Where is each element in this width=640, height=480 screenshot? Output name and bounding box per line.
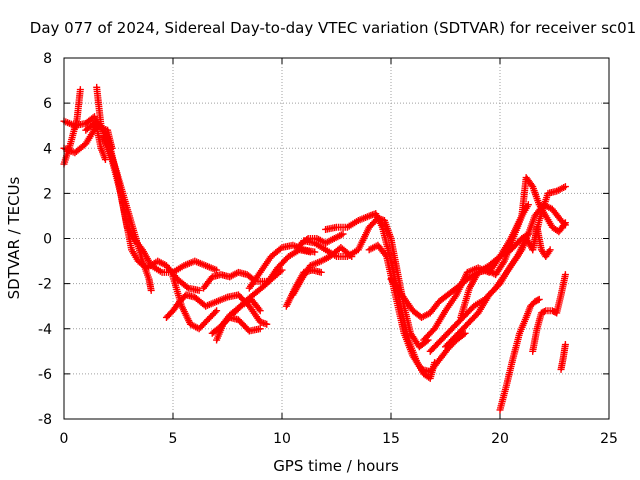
data-point bbox=[101, 156, 109, 164]
chart-title: Day 077 of 2024, Sidereal Day-to-day VTE… bbox=[30, 19, 636, 37]
x-axis-label: GPS time / hours bbox=[273, 457, 399, 475]
tick-labels: 0 5 10 15 20 25 -8 -6 -4 -2 0 2 4 6 8 bbox=[38, 51, 618, 447]
data-point bbox=[381, 251, 389, 259]
data-point bbox=[540, 307, 548, 315]
data-point bbox=[546, 246, 554, 254]
series-track-13 bbox=[245, 241, 319, 292]
series-track-4 bbox=[93, 83, 155, 294]
series-track-3 bbox=[60, 113, 109, 164]
series-track-28 bbox=[557, 341, 569, 373]
y-tick-label: -8 bbox=[38, 412, 52, 428]
data-point bbox=[460, 330, 468, 338]
series-track-26 bbox=[529, 271, 569, 355]
data-point bbox=[317, 268, 325, 276]
x-tick-label: 5 bbox=[169, 431, 178, 447]
series-track-24 bbox=[457, 174, 569, 321]
y-tick-label: -2 bbox=[38, 277, 52, 293]
data-marks bbox=[60, 83, 569, 414]
series-track-6 bbox=[99, 133, 221, 276]
data-point bbox=[263, 320, 271, 328]
y-tick-label: 8 bbox=[43, 51, 52, 67]
data-point bbox=[311, 248, 319, 256]
data-point bbox=[256, 307, 264, 315]
series-track-19 bbox=[365, 241, 469, 376]
data-point bbox=[534, 296, 542, 304]
series-track-8 bbox=[169, 273, 221, 333]
x-tick-label: 10 bbox=[273, 431, 291, 447]
data-point bbox=[561, 341, 569, 349]
data-point bbox=[528, 181, 536, 189]
data-point bbox=[213, 266, 221, 274]
data-point bbox=[561, 219, 569, 227]
data-point bbox=[535, 295, 543, 303]
plot-frame bbox=[63, 57, 610, 420]
x-tick-label: 0 bbox=[60, 431, 69, 447]
data-point bbox=[461, 329, 469, 337]
data-point bbox=[256, 325, 264, 333]
data-point bbox=[560, 220, 568, 228]
y-tick-label: -6 bbox=[38, 367, 52, 383]
y-tick-label: 2 bbox=[43, 186, 52, 202]
y-axis-label: SDTVAR / TECUs bbox=[5, 176, 23, 299]
x-tick-label: 25 bbox=[600, 431, 618, 447]
y-tick-label: 6 bbox=[43, 96, 52, 112]
data-point bbox=[213, 307, 221, 315]
y-tick-label: 0 bbox=[43, 232, 52, 248]
data-point bbox=[255, 305, 263, 313]
x-tick-label: 20 bbox=[491, 431, 509, 447]
y-tick-label: 4 bbox=[43, 141, 52, 157]
series-track-25 bbox=[496, 295, 543, 414]
data-point bbox=[195, 286, 203, 294]
data-point bbox=[561, 183, 569, 191]
series-track-27 bbox=[529, 223, 554, 261]
data-point bbox=[147, 286, 155, 294]
data-point bbox=[211, 308, 219, 316]
data-point bbox=[76, 86, 84, 94]
data-point bbox=[339, 230, 347, 238]
y-tick-label: -4 bbox=[38, 322, 52, 338]
x-tick-label: 15 bbox=[382, 431, 400, 447]
series-track-23 bbox=[442, 201, 569, 351]
data-point bbox=[561, 271, 569, 279]
series-track-17 bbox=[300, 214, 432, 351]
grid bbox=[64, 58, 609, 419]
